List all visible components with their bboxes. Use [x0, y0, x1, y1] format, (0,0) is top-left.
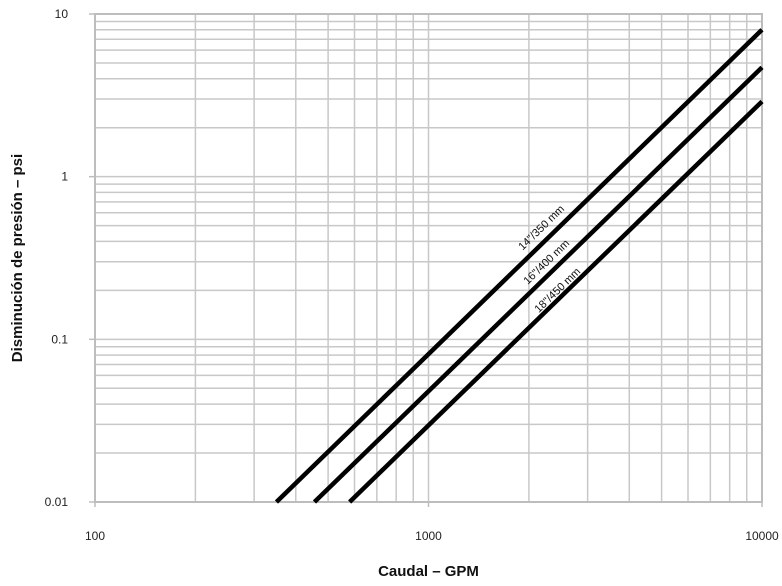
- series-line: [348, 99, 764, 504]
- series-lines: [274, 28, 764, 504]
- y-tick-label: 0.1: [51, 332, 68, 346]
- x-tick-label: 100: [85, 529, 105, 543]
- x-axis-title: Caudal – GPM: [378, 563, 479, 580]
- y-axis-title: Disminución de presión – psi: [9, 154, 26, 362]
- y-tick-labels: 0.01 0.1 1 10: [45, 7, 95, 509]
- y-tick-label: 0.01: [45, 495, 69, 509]
- grid: [94, 14, 762, 503]
- x-tick-label: 1000: [415, 529, 442, 543]
- x-tick-labels: 100 1000 10000: [85, 502, 779, 543]
- series-line: [274, 28, 764, 504]
- series-line: [312, 65, 764, 504]
- y-tick-label: 1: [61, 170, 68, 184]
- x-tick-label: 10000: [745, 529, 779, 543]
- y-tick-label: 10: [55, 7, 69, 21]
